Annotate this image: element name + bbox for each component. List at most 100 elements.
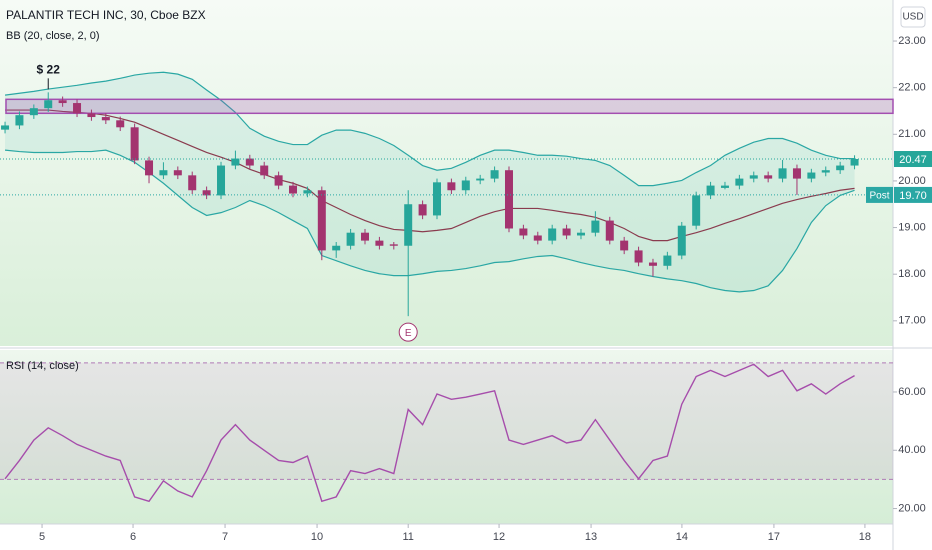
x-tick-label: 11 bbox=[402, 531, 413, 543]
candle-body bbox=[361, 232, 370, 241]
candle-body bbox=[720, 185, 729, 188]
y-tick-label: 22.00 bbox=[898, 82, 926, 94]
candle-body bbox=[217, 165, 226, 196]
candle-body bbox=[576, 232, 585, 236]
event-label: E bbox=[405, 328, 412, 339]
candle-body bbox=[116, 120, 125, 128]
candle-body bbox=[15, 115, 24, 126]
candle-body bbox=[101, 117, 110, 121]
candle-body bbox=[735, 178, 744, 186]
x-tick-label: 7 bbox=[222, 531, 228, 543]
candle-body bbox=[332, 245, 341, 251]
candle-body bbox=[289, 185, 298, 194]
price-zone bbox=[5, 98, 894, 115]
candle-body bbox=[836, 165, 845, 171]
session-badge-label: Post bbox=[869, 191, 889, 202]
rsi-line bbox=[4, 363, 855, 503]
candle-body bbox=[548, 228, 557, 241]
candle-body bbox=[634, 250, 643, 263]
x-tick-label: 6 bbox=[130, 531, 136, 543]
candle-body bbox=[317, 190, 326, 251]
candle-body bbox=[792, 168, 801, 179]
candle-body bbox=[764, 175, 773, 179]
candle-body bbox=[533, 235, 542, 241]
currency-box[interactable] bbox=[900, 6, 926, 28]
indicator-label: BB (20, close, 2, 0) bbox=[6, 30, 100, 42]
layer bbox=[0, 71, 894, 503]
candle-body bbox=[73, 103, 82, 114]
candle-body bbox=[663, 255, 672, 266]
x-tick-label: 13 bbox=[585, 531, 597, 543]
candle-body bbox=[130, 127, 139, 161]
x-tick-label: 18 bbox=[859, 531, 871, 543]
price-badge bbox=[894, 151, 932, 168]
price-badge-label: 20.47 bbox=[899, 154, 927, 166]
candle-body bbox=[145, 160, 154, 176]
candle-body bbox=[260, 165, 269, 176]
event-marker[interactable] bbox=[398, 322, 418, 342]
candle-body bbox=[346, 232, 355, 246]
rsi-band bbox=[0, 362, 893, 480]
candle-body bbox=[432, 182, 441, 216]
candle-body bbox=[677, 225, 686, 256]
candle-body bbox=[231, 158, 240, 166]
currency-label: USD bbox=[902, 12, 923, 23]
chart-title: PALANTIR TECH INC, 30, Cboe BZX bbox=[6, 8, 206, 22]
candle-body bbox=[188, 175, 197, 191]
y-tick-label: 19.00 bbox=[898, 221, 926, 233]
bb-line bbox=[5, 109, 855, 242]
y-tick-label: 23.00 bbox=[898, 35, 926, 47]
candle-body bbox=[389, 244, 398, 246]
candle-body bbox=[245, 158, 254, 166]
x-tick-label: 10 bbox=[311, 531, 323, 543]
price-badge-label: 19.70 bbox=[899, 190, 927, 202]
price-badge bbox=[894, 186, 932, 203]
rsi-label: RSI (14, close) bbox=[6, 360, 79, 372]
candle-body bbox=[648, 262, 657, 266]
candle-body bbox=[461, 180, 470, 191]
candle-body bbox=[58, 100, 67, 104]
candle-body bbox=[620, 240, 629, 251]
candle-body bbox=[404, 204, 413, 246]
x-tick-label: 5 bbox=[39, 531, 45, 543]
candle-body bbox=[519, 228, 528, 236]
y-tick-label: 60.00 bbox=[898, 386, 926, 398]
candle-body bbox=[1, 125, 10, 130]
candle-body bbox=[490, 170, 499, 179]
candle-body bbox=[418, 204, 427, 216]
y-tick-label: 20.00 bbox=[898, 502, 926, 514]
y-tick-label: 18.00 bbox=[898, 268, 926, 280]
candle-body bbox=[476, 178, 485, 181]
candle-body bbox=[562, 228, 571, 236]
candle-body bbox=[303, 190, 312, 194]
candle-body bbox=[706, 185, 715, 196]
bb-line bbox=[4, 71, 855, 187]
candle-body bbox=[87, 113, 96, 118]
candle-body bbox=[173, 170, 182, 176]
high-label: $ 22 bbox=[37, 63, 61, 77]
candle-body bbox=[159, 170, 168, 176]
candle-body bbox=[29, 108, 38, 116]
y-tick-label: 40.00 bbox=[898, 444, 926, 456]
candle-body bbox=[591, 220, 600, 233]
candle-body bbox=[447, 182, 456, 191]
candle-body bbox=[749, 175, 758, 179]
x-tick-label: 17 bbox=[768, 531, 780, 543]
y-tick-label: 17.00 bbox=[898, 315, 926, 327]
candle-body bbox=[778, 168, 787, 179]
session-badge bbox=[866, 186, 893, 203]
y-tick-label: 21.00 bbox=[898, 128, 926, 140]
candle-body bbox=[821, 170, 830, 173]
x-tick-label: 12 bbox=[493, 531, 505, 543]
candle-body bbox=[692, 195, 701, 226]
candle-body bbox=[274, 175, 283, 186]
candle-body bbox=[202, 190, 211, 196]
candle-body bbox=[807, 172, 816, 179]
candle-body bbox=[605, 220, 614, 241]
candle-body bbox=[44, 100, 53, 109]
rsi-pane bbox=[0, 350, 893, 524]
candle-body bbox=[375, 240, 384, 246]
x-tick-label: 14 bbox=[676, 531, 688, 543]
candle-body bbox=[850, 159, 859, 166]
